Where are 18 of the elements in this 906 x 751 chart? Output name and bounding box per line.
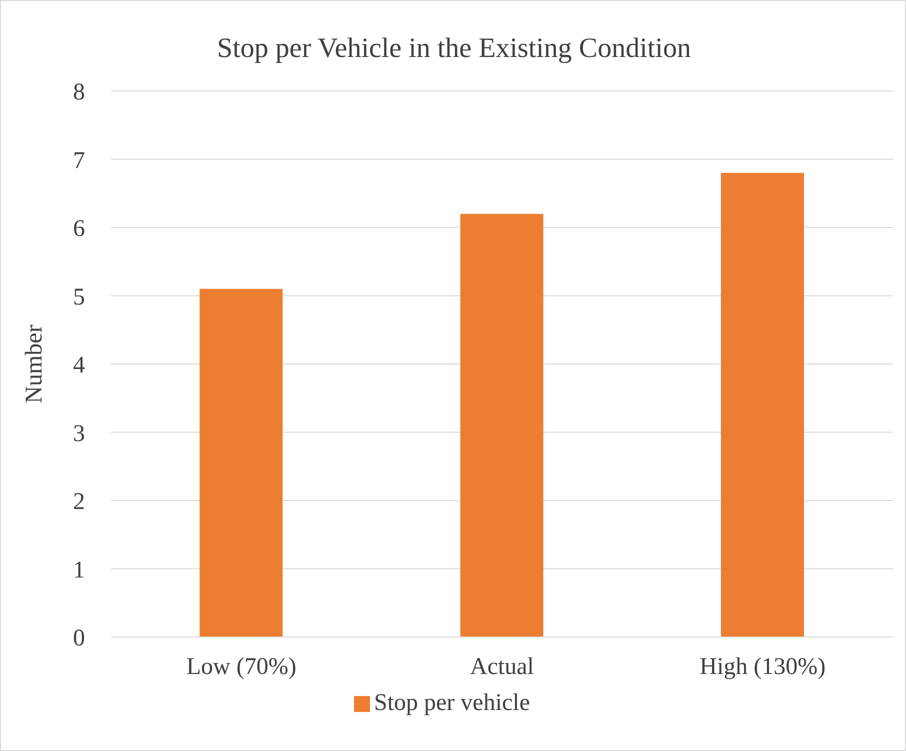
y-tick-label: 1 bbox=[73, 557, 85, 584]
x-tick-label: Actual bbox=[470, 654, 534, 680]
legend-label: Stop per vehicle bbox=[374, 690, 530, 716]
y-tick-label: 5 bbox=[73, 284, 85, 310]
bar bbox=[460, 214, 544, 637]
y-tick-label: 3 bbox=[73, 420, 85, 447]
y-tick-label: 0 bbox=[73, 626, 85, 652]
y-tick-label: 7 bbox=[73, 148, 85, 174]
y-tick-label: 4 bbox=[73, 352, 85, 379]
chart-title: Stop per Vehicle in the Existing Condition bbox=[216, 33, 692, 65]
y-axis-title: Number bbox=[22, 324, 48, 404]
x-tick-label: Low (70%) bbox=[186, 654, 296, 680]
bar bbox=[200, 288, 283, 637]
y-tick-label: 6 bbox=[73, 216, 85, 242]
x-tick-label: High (130%) bbox=[700, 654, 826, 680]
y-tick-label: 2 bbox=[73, 489, 85, 516]
y-tick-label: 8 bbox=[73, 80, 85, 106]
bar bbox=[720, 172, 804, 637]
